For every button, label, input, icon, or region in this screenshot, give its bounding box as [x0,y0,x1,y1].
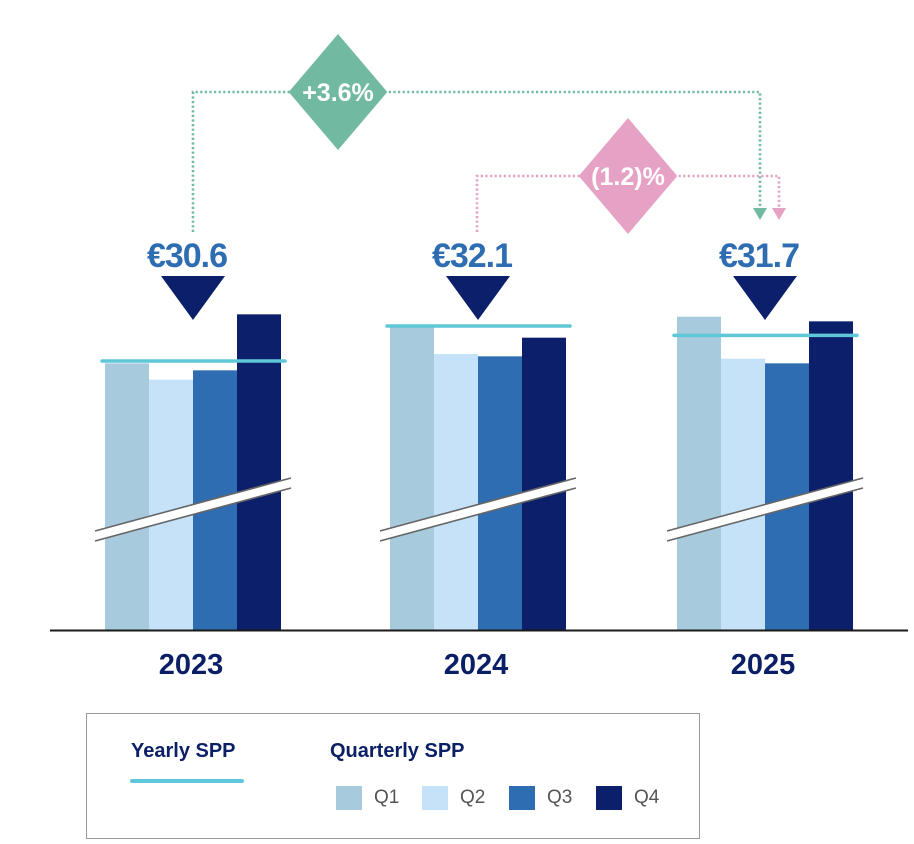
legend [86,713,700,839]
bar-2025-q1 [677,316,721,630]
legend-item-q1: Q1 [336,786,399,810]
bar-2023-q2 [149,379,193,630]
bar-2023-q4 [237,314,281,630]
x-tick-label-2025: 2025 [731,649,796,681]
annotation-2024-2025-arrow-icon [772,208,786,220]
legend-label-q4: Q4 [634,787,660,808]
bars-group [105,314,853,630]
legend-swatch-q2 [422,786,448,810]
legend-swatch-q3 [509,786,535,810]
value-marker-triangle-2024 [446,276,510,320]
legend-swatch-q4 [596,786,622,810]
yearly-value-label-2023: €30.6 [147,237,227,275]
legend-label-q2: Q2 [460,787,486,808]
bar-2024-q3 [478,356,522,630]
annotation-2023-2025: +3.6% [191,34,767,232]
yearly-lines [100,324,859,363]
x-tick-label-2024: 2024 [444,649,509,681]
legend-swatch-q1 [336,786,362,810]
annotation-2024-2025-label: (1.2)% [591,163,665,191]
legend-item-q2: Q2 [422,786,485,810]
axis-break-line [94,477,292,532]
annotation-2023-2025-arrow-icon [753,208,767,220]
value-marker-triangle-2023 [161,276,225,320]
bar-2024-q1 [390,326,434,630]
axis-break-band [667,478,863,541]
legend-item-q3: Q3 [509,786,572,810]
axis-break-line [379,487,577,542]
legend-quarterly-title: Quarterly SPP [330,740,465,762]
axis-breaks [94,477,864,542]
yearly-value-label-2024: €32.1 [432,237,512,275]
legend-yearly-line [130,779,244,783]
bar-2024-q2 [434,354,478,630]
legend-label-q1: Q1 [374,787,400,808]
legend-label-q3: Q3 [547,787,573,808]
annotation-2023-2025-connector [191,90,762,232]
x-tick-label-2023: 2023 [159,649,224,681]
legend-item-q4: Q4 [596,786,659,810]
axis-break-line [666,487,864,542]
change-annotations: +3.6% (1.2)% [191,34,786,234]
value-marker-triangle-2025 [733,276,797,320]
yearly-value-label-2025: €31.7 [719,237,799,275]
bar-2025-q4 [809,321,853,630]
bar-2023-q1 [105,363,149,630]
bar-2025-q2 [721,358,765,630]
axis-break-band [95,478,291,541]
axis-break-line [666,477,864,532]
axis-break-line [94,487,292,542]
x-tick-labels: 2023 2024 2025 [159,649,796,681]
legend-yearly-title: Yearly SPP [131,740,236,762]
value-markers: €30.6 €32.1 €31.7 [147,237,800,320]
axis-break-line [379,477,577,532]
annotation-2024-2025-diamond [578,118,678,234]
annotation-2024-2025: (1.2)% [475,118,786,234]
annotation-2023-2025-diamond [288,34,388,150]
annotation-2023-2025-label: +3.6% [302,79,374,107]
axis-break-band [380,478,576,541]
